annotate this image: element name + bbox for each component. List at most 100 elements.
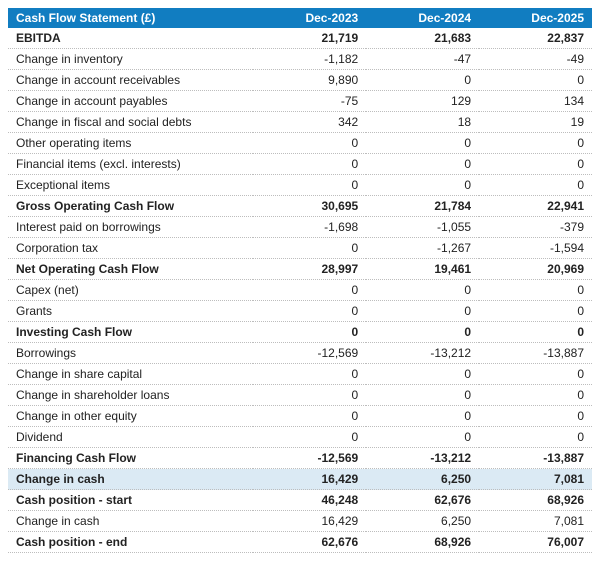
row-value: 0 <box>479 280 592 301</box>
row-value: 62,676 <box>253 532 366 553</box>
row-value: 0 <box>366 280 479 301</box>
row-label: Financing Cash Flow <box>8 448 253 469</box>
row-value: 7,081 <box>479 469 592 490</box>
row-label: Investing Cash Flow <box>8 322 253 343</box>
row-label: Change in cash <box>8 469 253 490</box>
table-row: Exceptional items000 <box>8 175 592 196</box>
row-value: 16,429 <box>253 511 366 532</box>
table-row: Change in share capital000 <box>8 364 592 385</box>
row-value: 6,250 <box>366 511 479 532</box>
row-label: Change in inventory <box>8 49 253 70</box>
table-row: Financial items (excl. interests)000 <box>8 154 592 175</box>
row-value: 68,926 <box>479 490 592 511</box>
row-value: -12,569 <box>253 343 366 364</box>
row-value: 68,926 <box>366 532 479 553</box>
table-row: Change in cash16,4296,2507,081 <box>8 469 592 490</box>
row-value: 0 <box>253 301 366 322</box>
row-label: Interest paid on borrowings <box>8 217 253 238</box>
row-label: Borrowings <box>8 343 253 364</box>
row-value: 342 <box>253 112 366 133</box>
row-label: Change in account payables <box>8 91 253 112</box>
row-value: -13,887 <box>479 343 592 364</box>
row-value: 9,890 <box>253 70 366 91</box>
row-label: Gross Operating Cash Flow <box>8 196 253 217</box>
cash-flow-table: Cash Flow Statement (£) Dec-2023 Dec-202… <box>8 8 592 553</box>
row-label: Cash position - start <box>8 490 253 511</box>
row-value: 0 <box>479 385 592 406</box>
row-value: -1,182 <box>253 49 366 70</box>
table-row: EBITDA21,71921,68322,837 <box>8 28 592 49</box>
row-value: 0 <box>366 406 479 427</box>
row-value: 0 <box>253 385 366 406</box>
row-value: 0 <box>253 364 366 385</box>
row-value: 18 <box>366 112 479 133</box>
row-value: -13,212 <box>366 448 479 469</box>
table-row: Change in account payables-75129134 <box>8 91 592 112</box>
row-value: 21,719 <box>253 28 366 49</box>
row-value: 0 <box>366 133 479 154</box>
row-label: Cash position - end <box>8 532 253 553</box>
table-row: Gross Operating Cash Flow30,69521,78422,… <box>8 196 592 217</box>
row-label: Capex (net) <box>8 280 253 301</box>
row-value: 16,429 <box>253 469 366 490</box>
table-row: Net Operating Cash Flow28,99719,46120,96… <box>8 259 592 280</box>
table-row: Borrowings-12,569-13,212-13,887 <box>8 343 592 364</box>
row-value: 0 <box>479 154 592 175</box>
row-value: 0 <box>479 301 592 322</box>
row-value: 0 <box>479 406 592 427</box>
row-value: 0 <box>253 427 366 448</box>
row-value: 22,837 <box>479 28 592 49</box>
row-value: -1,698 <box>253 217 366 238</box>
row-value: 30,695 <box>253 196 366 217</box>
row-value: 0 <box>366 154 479 175</box>
row-label: Exceptional items <box>8 175 253 196</box>
row-label: Corporation tax <box>8 238 253 259</box>
row-value: 0 <box>479 175 592 196</box>
row-value: -13,887 <box>479 448 592 469</box>
row-label: Change in shareholder loans <box>8 385 253 406</box>
row-label: EBITDA <box>8 28 253 49</box>
row-value: 0 <box>366 427 479 448</box>
row-value: -379 <box>479 217 592 238</box>
row-value: 46,248 <box>253 490 366 511</box>
row-value: 0 <box>253 322 366 343</box>
table-row: Change in account receivables9,89000 <box>8 70 592 91</box>
header-period: Dec-2024 <box>366 8 479 28</box>
row-value: 76,007 <box>479 532 592 553</box>
row-value: 6,250 <box>366 469 479 490</box>
row-value: 0 <box>366 70 479 91</box>
row-label: Other operating items <box>8 133 253 154</box>
table-row: Corporation tax0-1,267-1,594 <box>8 238 592 259</box>
row-label: Change in fiscal and social debts <box>8 112 253 133</box>
table-row: Change in cash16,4296,2507,081 <box>8 511 592 532</box>
row-label: Net Operating Cash Flow <box>8 259 253 280</box>
row-value: 7,081 <box>479 511 592 532</box>
header-period: Dec-2025 <box>479 8 592 28</box>
table-row: Investing Cash Flow000 <box>8 322 592 343</box>
row-value: -12,569 <box>253 448 366 469</box>
row-value: -1,594 <box>479 238 592 259</box>
row-value: -49 <box>479 49 592 70</box>
row-value: 0 <box>479 133 592 154</box>
row-value: -75 <box>253 91 366 112</box>
row-value: 0 <box>479 322 592 343</box>
row-value: 0 <box>366 301 479 322</box>
row-value: 0 <box>479 70 592 91</box>
row-label: Grants <box>8 301 253 322</box>
row-label: Change in account receivables <box>8 70 253 91</box>
table-row: Cash position - start46,24862,67668,926 <box>8 490 592 511</box>
row-value: 21,683 <box>366 28 479 49</box>
table-row: Other operating items000 <box>8 133 592 154</box>
row-label: Change in share capital <box>8 364 253 385</box>
row-value: -13,212 <box>366 343 479 364</box>
row-label: Financial items (excl. interests) <box>8 154 253 175</box>
table-row: Interest paid on borrowings-1,698-1,055-… <box>8 217 592 238</box>
table-row: Dividend000 <box>8 427 592 448</box>
row-value: 0 <box>253 238 366 259</box>
row-label: Change in cash <box>8 511 253 532</box>
row-value: 28,997 <box>253 259 366 280</box>
row-value: 0 <box>366 385 479 406</box>
table-row: Grants000 <box>8 301 592 322</box>
row-value: 0 <box>366 364 479 385</box>
table-row: Change in fiscal and social debts3421819 <box>8 112 592 133</box>
